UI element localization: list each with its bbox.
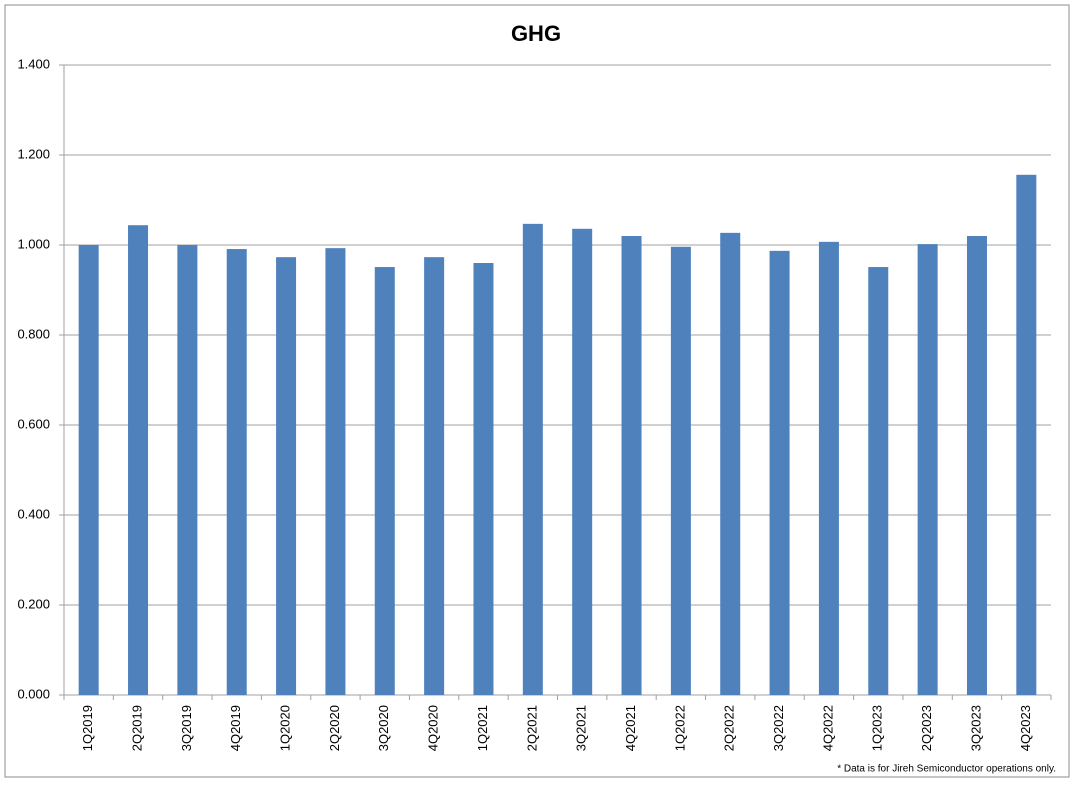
bar: [868, 267, 889, 695]
x-tick-label: 4Q2021: [623, 705, 638, 751]
y-tick-label: 0.400: [17, 506, 50, 521]
bar: [621, 236, 642, 695]
bar: [226, 249, 247, 696]
footnote: * Data is for Jireh Semiconductor operat…: [837, 764, 1056, 775]
bar: [424, 257, 445, 695]
x-tick-label: 4Q2022: [820, 705, 835, 751]
chart-title: GHG: [511, 21, 561, 46]
bar: [128, 225, 149, 695]
y-tick-label: 0.200: [17, 596, 50, 611]
bar: [720, 232, 741, 695]
bar: [818, 241, 839, 695]
x-tick-label: 2Q2020: [327, 705, 342, 751]
bar: [572, 228, 593, 696]
x-tick-label: 1Q2023: [870, 705, 885, 751]
y-tick-label: 1.400: [17, 56, 50, 71]
x-tick-label: 2Q2021: [524, 705, 539, 751]
x-tick-label: 3Q2019: [179, 705, 194, 751]
x-tick-label: 2Q2022: [722, 705, 737, 751]
x-tick-label: 4Q2019: [228, 705, 243, 751]
x-tick-label: 1Q2022: [672, 705, 687, 751]
y-tick-label: 0.000: [17, 686, 50, 701]
x-tick-label: 1Q2020: [278, 705, 293, 751]
x-tick-label: 3Q2020: [376, 705, 391, 751]
x-tick-label: 3Q2023: [968, 705, 983, 751]
x-tick-label: 2Q2019: [129, 705, 144, 751]
bar: [769, 250, 790, 695]
x-tick-label: 1Q2021: [475, 705, 490, 751]
bar: [473, 263, 494, 695]
bar: [276, 257, 297, 695]
bar: [1016, 174, 1037, 696]
x-tick-label: 4Q2020: [426, 705, 441, 751]
x-tick-label: 4Q2023: [1018, 705, 1033, 751]
y-tick-label: 1.200: [17, 146, 50, 161]
bar: [917, 244, 938, 695]
bar: [325, 248, 346, 695]
y-tick-label: 0.600: [17, 416, 50, 431]
x-tick-label: 2Q2023: [919, 705, 934, 751]
bar: [670, 246, 691, 696]
y-tick-label: 0.800: [17, 326, 50, 341]
bar: [522, 223, 543, 695]
x-tick-label: 1Q2019: [80, 705, 95, 751]
bar: [177, 245, 198, 695]
y-tick-label: 1.000: [17, 236, 50, 251]
bar: [78, 245, 99, 695]
x-tick-label: 3Q2022: [771, 705, 786, 751]
bar: [374, 267, 395, 695]
bar: [966, 236, 987, 695]
x-tick-label: 3Q2021: [574, 705, 589, 751]
